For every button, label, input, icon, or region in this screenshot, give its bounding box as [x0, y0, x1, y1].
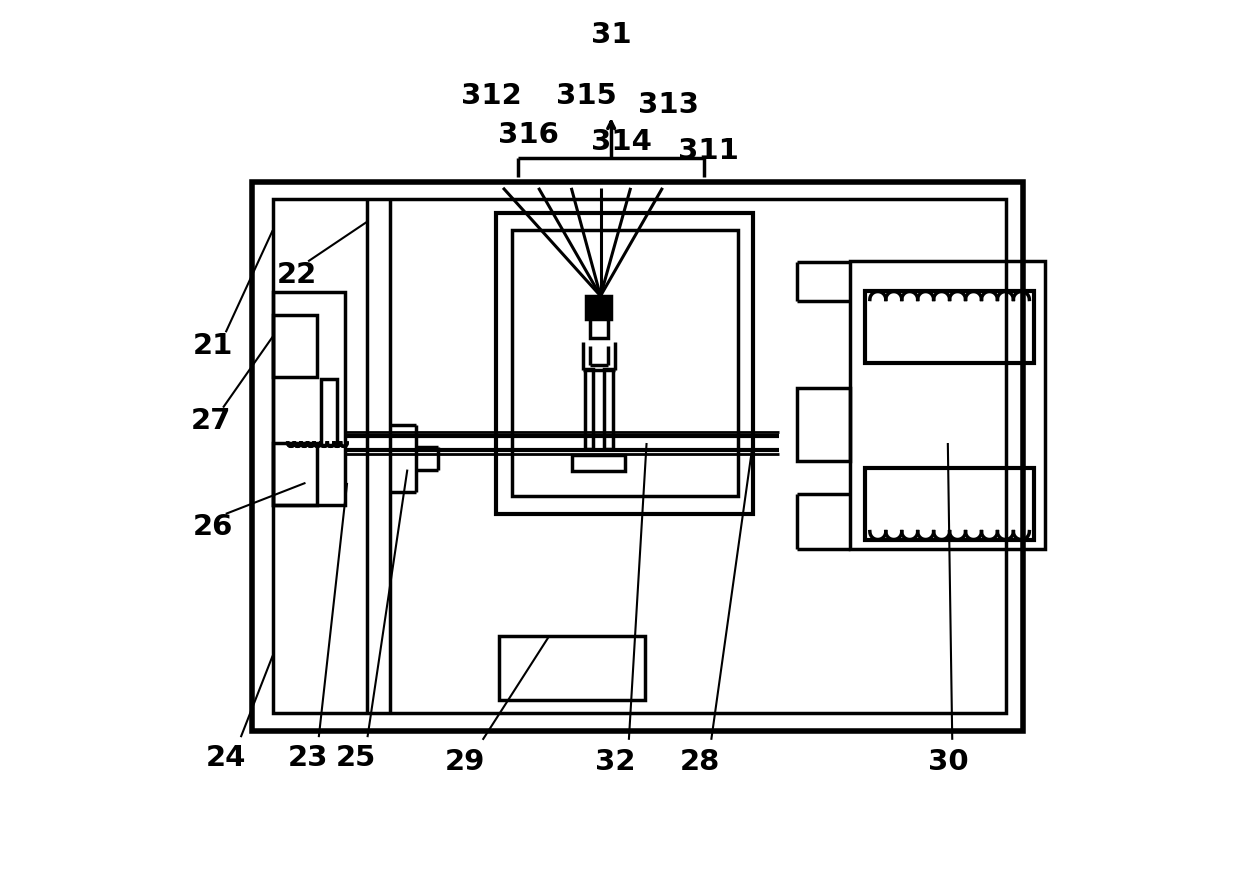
- Text: 29: 29: [445, 748, 485, 776]
- Text: 25: 25: [336, 743, 376, 772]
- Text: 31: 31: [590, 21, 631, 50]
- Bar: [590, 319, 608, 338]
- Bar: [851, 261, 1045, 549]
- Bar: [273, 315, 317, 377]
- Bar: [498, 636, 645, 700]
- Text: 22: 22: [277, 260, 316, 289]
- Bar: [797, 388, 851, 461]
- Bar: [512, 230, 738, 496]
- Bar: [866, 291, 1034, 363]
- Text: 30: 30: [928, 748, 968, 776]
- Text: 24: 24: [206, 743, 246, 772]
- Bar: [584, 369, 594, 449]
- Bar: [273, 199, 1007, 713]
- Text: 26: 26: [192, 513, 233, 541]
- Bar: [496, 213, 753, 514]
- Text: 315: 315: [556, 82, 616, 110]
- Bar: [273, 292, 345, 505]
- Bar: [604, 369, 613, 449]
- Text: 27: 27: [191, 407, 231, 435]
- Bar: [252, 182, 1023, 731]
- Bar: [273, 443, 317, 505]
- Text: 312: 312: [461, 82, 522, 110]
- Text: 21: 21: [192, 331, 233, 360]
- Bar: [321, 379, 337, 445]
- Text: 32: 32: [595, 748, 636, 776]
- Text: 313: 313: [639, 90, 699, 119]
- Bar: [572, 455, 625, 471]
- Bar: [587, 296, 611, 319]
- Text: 314: 314: [591, 128, 652, 156]
- Text: 28: 28: [680, 748, 720, 776]
- Text: 311: 311: [678, 136, 739, 165]
- Bar: [866, 468, 1034, 540]
- Text: 316: 316: [498, 120, 559, 149]
- Text: 23: 23: [288, 743, 329, 772]
